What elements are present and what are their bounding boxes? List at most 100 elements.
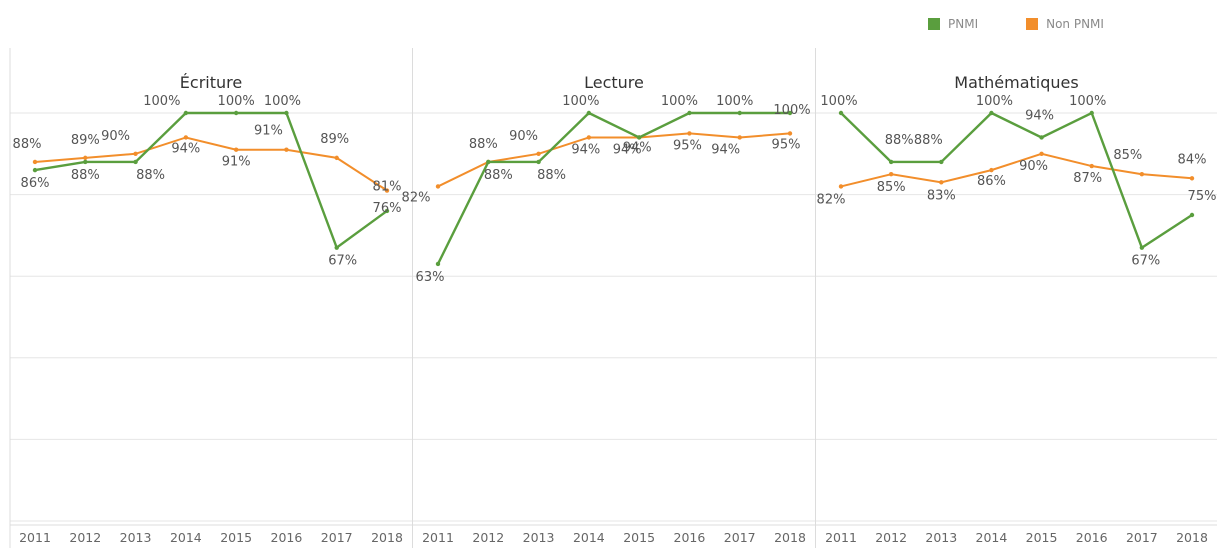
x-tick-label: 2014: [170, 530, 202, 545]
data-point-pnmi: [183, 110, 189, 116]
series-line-pnmi: [436, 111, 790, 265]
x-tick-label: 2015: [1026, 530, 1058, 545]
x-tick-label: 2016: [1076, 530, 1108, 545]
legend: PNMI Non PNMI: [928, 14, 1152, 34]
data-point-pnmi: [1089, 110, 1094, 116]
data-point-pnmi: [1189, 212, 1195, 218]
data-point-non-pnmi: [787, 131, 793, 136]
x-tick-label: 2015: [623, 530, 655, 545]
data-point-non-pnmi: [133, 151, 138, 156]
data-label-non-pnmi: 94%: [171, 141, 200, 156]
data-label-non-pnmi: 82%: [402, 190, 431, 205]
data-point-pnmi: [586, 110, 592, 116]
data-label-non-pnmi: 91%: [254, 124, 283, 139]
data-point-pnmi: [83, 159, 88, 165]
data-label-non-pnmi: 82%: [817, 192, 846, 207]
data-point-non-pnmi: [435, 184, 441, 189]
data-label-pnmi: 100%: [143, 94, 180, 109]
series-line-pnmi: [34, 111, 388, 250]
data-point-non-pnmi: [838, 184, 844, 189]
data-label-non-pnmi: 85%: [877, 180, 906, 195]
data-label-pnmi: 94%: [1025, 108, 1054, 123]
series-line-non-pnmi: [840, 152, 1193, 188]
data-point-non-pnmi: [1139, 172, 1145, 177]
data-point-non-pnmi: [687, 131, 692, 136]
data-label-pnmi: 100%: [1069, 94, 1106, 109]
legend-item-pnmi[interactable]: PNMI: [928, 17, 978, 31]
data-point-pnmi: [32, 167, 38, 173]
data-label-non-pnmi: 95%: [772, 137, 801, 152]
x-tick-label: 2011: [19, 530, 51, 545]
data-label-pnmi: 88%: [71, 168, 100, 183]
data-point-pnmi: [838, 110, 844, 116]
legend-swatch-pnmi: [928, 18, 940, 30]
data-label-non-pnmi: 90%: [1019, 159, 1048, 174]
data-point-non-pnmi: [32, 159, 38, 165]
data-label-pnmi: 88%: [537, 168, 566, 183]
data-point-pnmi: [284, 110, 289, 116]
data-point-pnmi: [687, 110, 692, 116]
x-tick-label: 2018: [1176, 530, 1208, 545]
x-tick-label: 2013: [120, 530, 152, 545]
series-line-non-pnmi: [437, 132, 791, 188]
series-line-pnmi: [840, 111, 1193, 250]
data-point-pnmi: [486, 159, 491, 165]
data-point-pnmi: [737, 110, 742, 116]
data-label-pnmi: 100%: [820, 94, 857, 109]
x-tick-label: 2013: [925, 530, 957, 545]
x-tick-label: 2016: [674, 530, 706, 545]
data-point-non-pnmi: [183, 135, 189, 140]
data-label-non-pnmi: 94%: [571, 142, 600, 157]
data-point-pnmi: [435, 261, 441, 267]
data-label-non-pnmi: 90%: [509, 129, 538, 144]
data-point-non-pnmi: [1189, 176, 1195, 181]
data-point-non-pnmi: [384, 188, 390, 193]
data-point-non-pnmi: [536, 151, 541, 156]
data-label-non-pnmi: 81%: [373, 180, 402, 195]
data-label-non-pnmi: 90%: [101, 129, 130, 144]
data-point-non-pnmi: [233, 147, 239, 152]
data-label-non-pnmi: 88%: [469, 137, 498, 152]
legend-label-non-pnmi: Non PNMI: [1046, 17, 1104, 31]
x-tick-label: 2012: [472, 530, 504, 545]
x-tick-label: 2016: [271, 530, 303, 545]
data-label-pnmi: 100%: [661, 94, 698, 109]
x-tick-label: 2017: [724, 530, 756, 545]
data-label-pnmi: 88%: [136, 168, 165, 183]
data-point-non-pnmi: [83, 155, 88, 161]
data-point-pnmi: [334, 245, 339, 250]
data-point-pnmi: [1139, 245, 1145, 250]
legend-item-non-pnmi[interactable]: Non PNMI: [1026, 17, 1104, 31]
data-label-non-pnmi: 84%: [1178, 152, 1207, 167]
x-tick-label: 2012: [875, 530, 907, 545]
data-label-pnmi: 100%: [773, 103, 810, 118]
data-label-pnmi: 67%: [328, 254, 357, 269]
data-point-non-pnmi: [334, 155, 339, 161]
data-label-non-pnmi: 89%: [71, 133, 100, 148]
data-label-non-pnmi: 89%: [320, 132, 349, 147]
data-label-pnmi: 88%: [484, 168, 513, 183]
x-tick-label: 2017: [1126, 530, 1158, 545]
x-tick-label: 2011: [422, 530, 454, 545]
legend-label-pnmi: PNMI: [948, 17, 979, 31]
data-point-pnmi: [133, 159, 138, 165]
data-label-non-pnmi: 94%: [711, 142, 740, 157]
x-tick-label: 2018: [774, 530, 806, 545]
panel-title: Lecture: [584, 73, 644, 92]
data-label-non-pnmi: 86%: [977, 174, 1006, 189]
series-line-non-pnmi: [34, 136, 388, 192]
x-tick-label: 2013: [523, 530, 555, 545]
x-tick-label: 2011: [825, 530, 857, 545]
data-label-non-pnmi: 85%: [1113, 148, 1142, 163]
data-point-non-pnmi: [586, 135, 592, 140]
data-label-pnmi: 88%: [914, 133, 943, 148]
data-point-pnmi: [989, 110, 994, 116]
data-label-non-pnmi: 94%: [613, 142, 642, 157]
x-tick-label: 2014: [573, 530, 605, 545]
data-point-pnmi: [233, 110, 239, 116]
panel-title: Écriture: [180, 73, 242, 92]
data-point-non-pnmi: [1089, 163, 1094, 169]
data-label-pnmi: 94%: [623, 140, 652, 155]
data-point-pnmi: [536, 159, 541, 165]
